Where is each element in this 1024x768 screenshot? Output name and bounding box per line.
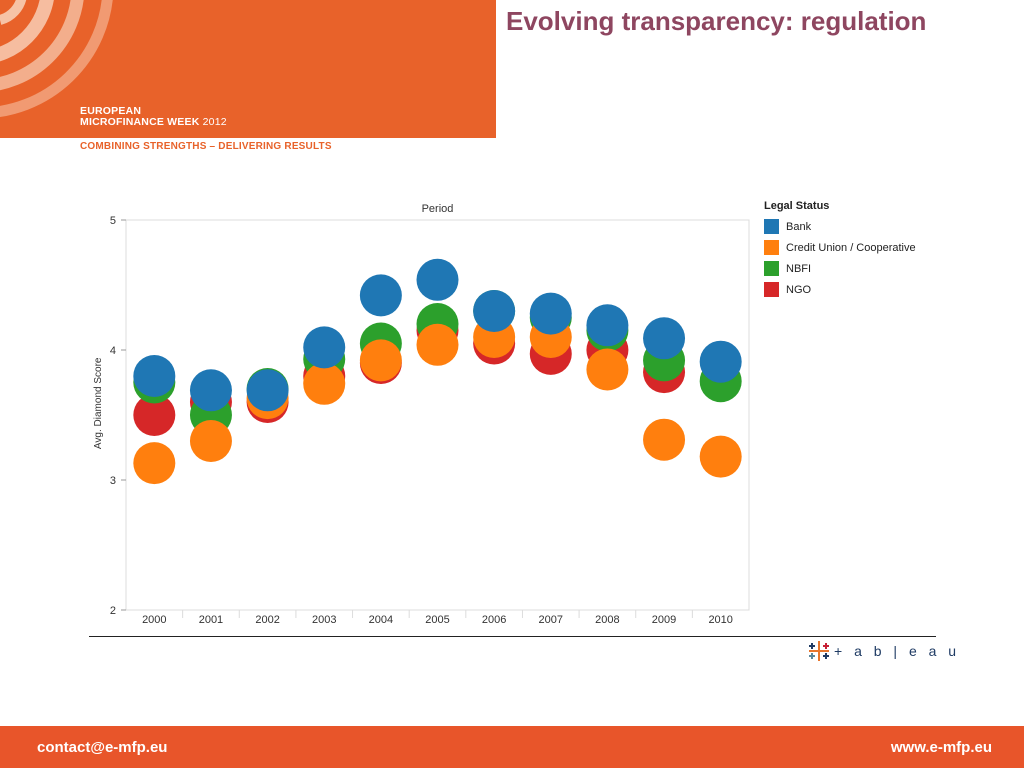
legend-item-nbfi[interactable]: NBFI — [764, 258, 916, 279]
legend-swatch-credit-union — [764, 240, 779, 255]
x-tick-label: 2003 — [312, 614, 336, 626]
y-axis-label: Avg. Diamond Score — [93, 357, 104, 449]
x-tick-label: 2006 — [482, 614, 506, 626]
data-point-bank — [699, 340, 742, 383]
x-tick-label: 2002 — [255, 614, 279, 626]
x-tick-label: 2000 — [142, 614, 166, 626]
legend-label-credit-union: Credit Union / Cooperative — [786, 241, 916, 254]
y-tick-label: 5 — [110, 215, 116, 227]
event-line2-text: MICROFINANCE WEEK — [80, 116, 200, 128]
legend-swatch-nbfi — [764, 261, 779, 276]
banner-arcs-icon — [0, 0, 113, 117]
legend-label-bank: Bank — [786, 220, 812, 233]
legend-title: Legal Status — [764, 200, 830, 212]
chart-title: Period — [422, 203, 454, 215]
x-tick-label: 2007 — [539, 614, 563, 626]
data-point-bank — [586, 304, 629, 347]
event-year: 2012 — [202, 116, 227, 128]
data-point-credit-union-cooperative — [359, 339, 402, 382]
data-point-credit-union-cooperative — [303, 362, 346, 405]
x-tick-label: 2009 — [652, 614, 676, 626]
header-banner: EUROPEAN MICROFINANCE WEEK 2012 — [0, 0, 496, 138]
x-tick-label: 2001 — [199, 614, 223, 626]
data-point-bank — [416, 258, 459, 301]
data-point-bank — [473, 290, 516, 332]
x-tick-label: 2005 — [425, 614, 449, 626]
event-line1: EUROPEAN — [80, 105, 142, 117]
y-tick-label: 2 — [110, 605, 116, 617]
tableau-cross-icon — [809, 641, 829, 661]
x-tick-label: 2004 — [369, 614, 393, 626]
event-line2: MICROFINANCE WEEK 2012 — [80, 117, 227, 128]
legend-swatch-ngo — [764, 282, 779, 297]
page-title: Evolving transparency: regulation — [506, 6, 927, 36]
data-point-bank — [529, 292, 572, 335]
chart-svg: Period Avg. Diamond Score 2 3 4 5 2000 2001 2002… — [93, 203, 750, 626]
website-link[interactable]: www.e-mfp.eu — [890, 739, 992, 756]
contact-email-link[interactable]: contact@e-mfp.eu — [37, 739, 168, 756]
legend-item-ngo[interactable]: NGO — [764, 279, 916, 300]
legend-item-credit-union[interactable]: Credit Union / Cooperative — [764, 237, 916, 258]
legend-label-nbfi: NBFI — [786, 262, 812, 275]
data-point-credit-union-cooperative — [586, 348, 629, 391]
footer-bar: contact@e-mfp.eu www.e-mfp.eu — [0, 726, 1024, 768]
divider-line — [89, 636, 936, 637]
data-point-credit-union-cooperative — [133, 442, 176, 485]
data-point-credit-union-cooperative — [643, 418, 686, 461]
data-point-bank — [643, 317, 686, 360]
y-tick-label: 3 — [110, 475, 116, 487]
x-tick-label: 2008 — [595, 614, 619, 626]
tableau-wordmark: + a b | e a u — [834, 643, 961, 659]
legend-item-bank[interactable]: Bank — [764, 216, 916, 237]
tableau-logo: + a b | e a u — [808, 640, 960, 662]
data-point-bank — [303, 326, 346, 369]
data-point-credit-union-cooperative — [189, 420, 232, 462]
data-point-bank — [133, 355, 176, 397]
legend-swatch-bank — [764, 219, 779, 234]
chart: Period Avg. Diamond Score 2 3 4 5 2000 2001 2002… — [80, 190, 760, 635]
x-tick-label: 2010 — [708, 614, 732, 626]
event-name: EUROPEAN MICROFINANCE WEEK 2012 — [80, 106, 227, 128]
legend-label-ngo: NGO — [786, 283, 812, 296]
tagline: COMBINING STRENGTHS – DELIVERING RESULTS — [80, 141, 332, 152]
data-point-credit-union-cooperative — [416, 323, 459, 366]
banner-graphic — [0, 0, 496, 138]
data-point-bank — [246, 369, 289, 412]
data-point-credit-union-cooperative — [699, 435, 742, 478]
legend: Legal Status Bank Credit Union / Coopera… — [764, 200, 916, 300]
data-point-bank — [189, 369, 232, 412]
data-point-bank — [359, 274, 402, 317]
y-tick-label: 4 — [110, 345, 116, 357]
data-point-ngo — [133, 394, 176, 436]
